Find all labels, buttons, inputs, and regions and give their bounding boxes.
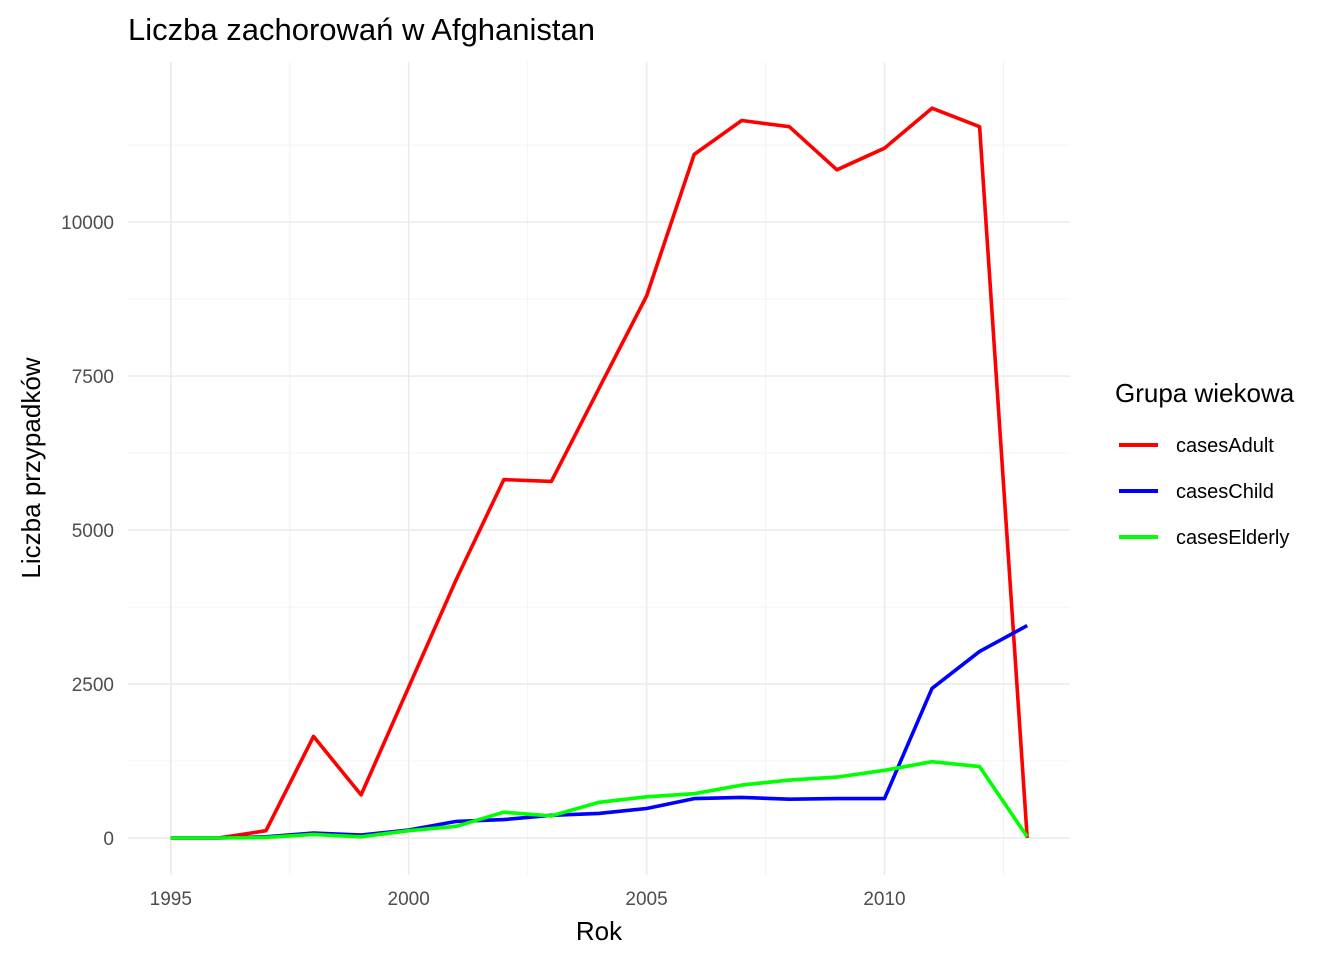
x-tick-label: 1995	[150, 889, 192, 910]
legend-label-casesAdult: casesAdult	[1176, 435, 1274, 457]
y-tick-label: 5000	[72, 521, 114, 542]
legend-label-casesElderly: casesElderly	[1176, 527, 1289, 549]
y-tick-label: 10000	[61, 213, 114, 234]
x-axis-title: Rok	[576, 916, 623, 946]
series-line-casesElderly	[170, 759, 1029, 840]
y-tick-label: 2500	[72, 675, 114, 696]
y-tick-label: 0	[103, 829, 114, 850]
series-lines	[170, 106, 1029, 840]
grid	[128, 62, 1070, 875]
series-line-casesAdult	[170, 106, 1029, 840]
x-tick-label: 2005	[625, 889, 667, 910]
legend-title: Grupa wiekowa	[1115, 378, 1295, 408]
chart-title: Liczba zachorowań w Afghanistan	[128, 12, 595, 47]
legend: Grupa wiekowa casesAdult casesChild casesE…	[1115, 378, 1295, 549]
y-axis-title: Liczba przypadków	[16, 357, 46, 578]
x-tick-label: 2010	[863, 889, 905, 910]
axis-ticks: 0 2500 5000 7500 10000 1995 2000 2005 2010	[61, 213, 905, 910]
y-tick-label: 7500	[72, 367, 114, 388]
legend-label-casesChild: casesChild	[1176, 481, 1274, 503]
x-tick-label: 2000	[388, 889, 430, 910]
